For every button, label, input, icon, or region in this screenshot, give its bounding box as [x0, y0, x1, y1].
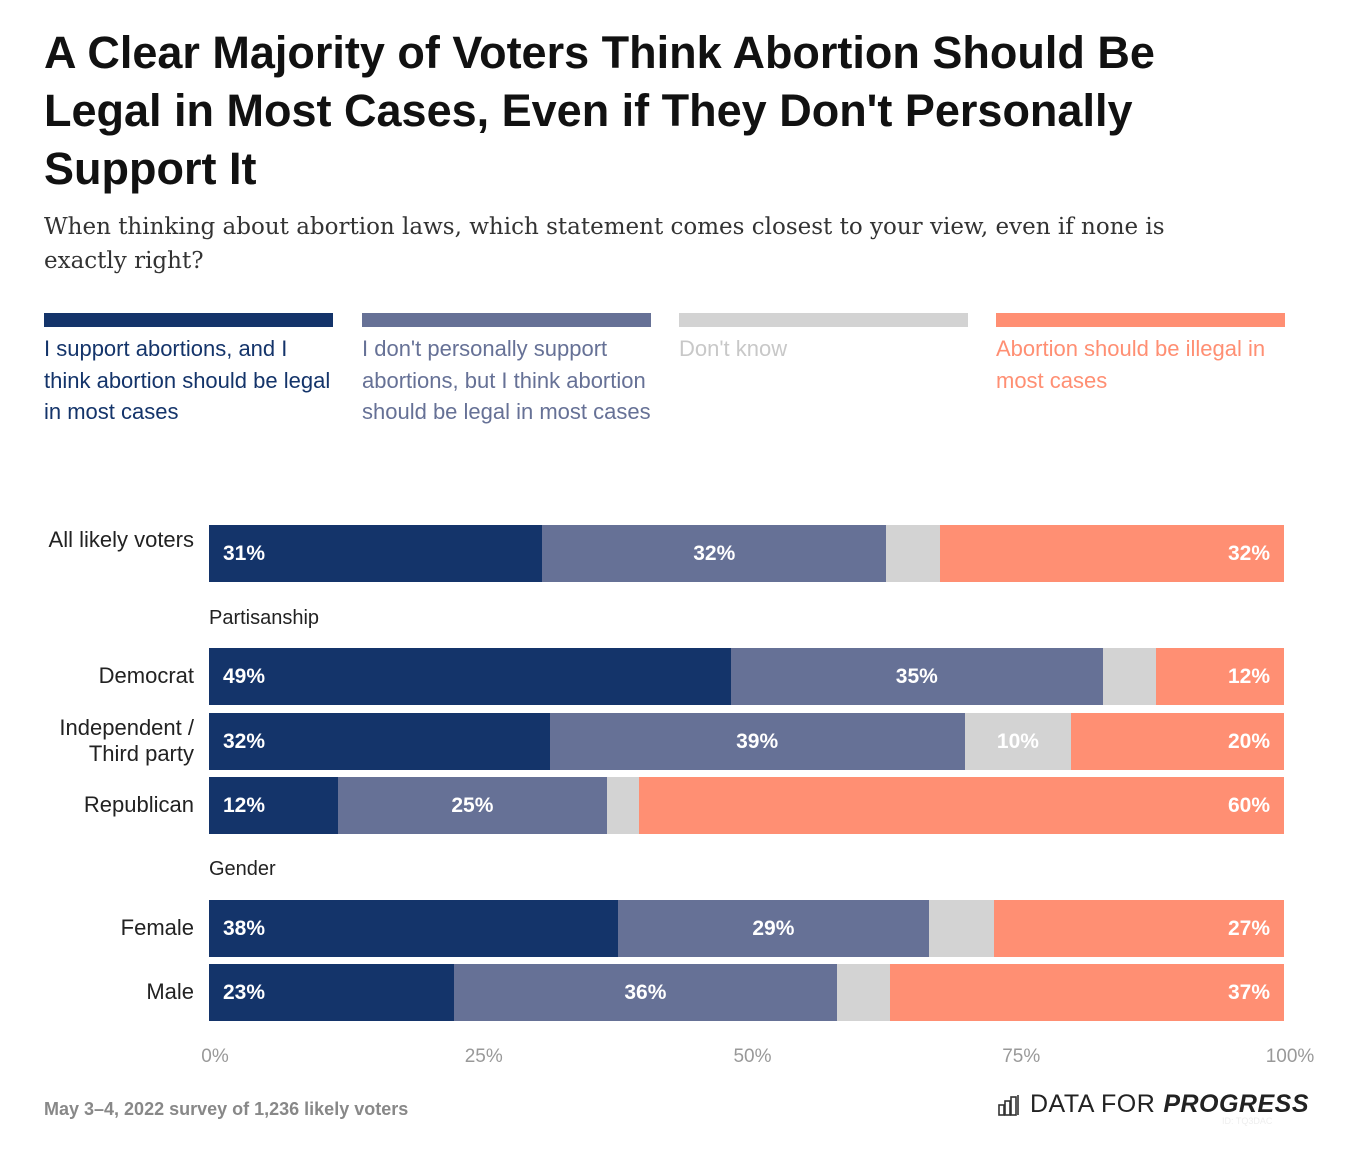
category-label: Independent / Third party: [59, 715, 194, 766]
category-label: Female: [120, 915, 194, 940]
bar-segment: [209, 900, 618, 957]
bar-segment: [209, 964, 454, 1021]
data-label: 35%: [895, 665, 938, 688]
logo: DATA FOR PROGRESS: [998, 1090, 1309, 1119]
bar-segment: [209, 648, 731, 705]
legend-label: Abortion should be illegal in most cases: [996, 336, 1266, 393]
watermark: ID: TQ3DAC: [1222, 1116, 1273, 1126]
legend-label: Don't know: [679, 336, 788, 361]
bar-segment: [338, 777, 607, 834]
bar-segment: [836, 964, 891, 1021]
bar-segment: [209, 713, 550, 770]
legend-swatch: [679, 313, 968, 327]
source-note: May 3–4, 2022 survey of 1,236 likely vot…: [44, 1099, 409, 1119]
legend-swatch: [44, 313, 333, 327]
legend-swatch: [996, 313, 1285, 327]
category-label: Democrat: [98, 663, 194, 688]
bar-segment: [1071, 713, 1284, 770]
x-tick-label: 100%: [1265, 1046, 1315, 1067]
data-label: 29%: [752, 917, 795, 940]
logo-text-bold: PROGRESS: [1163, 1090, 1310, 1118]
data-label: 12%: [223, 794, 266, 817]
data-label: 32%: [693, 542, 736, 565]
x-tick-label: 50%: [733, 1046, 772, 1067]
legend-item: Abortion should be illegal in most cases: [996, 313, 1285, 396]
data-label: 31%: [223, 542, 266, 565]
group-label: Partisanship: [209, 607, 320, 629]
group-label: Gender: [209, 858, 276, 880]
bar-segment: [209, 525, 543, 582]
bar-segment: [209, 777, 338, 834]
bar-chart-icon: [998, 1094, 1019, 1116]
legend-item: I support abortions, and I think abortio…: [44, 313, 333, 428]
bar-segment: [542, 525, 887, 582]
data-label: 27%: [1227, 917, 1270, 940]
data-label: 25%: [451, 794, 494, 817]
data-label: 39%: [736, 730, 779, 753]
bar-segment: [886, 525, 940, 582]
category-label: Republican: [83, 792, 194, 817]
bar-segment: [453, 964, 837, 1021]
bar-segment: [730, 648, 1104, 705]
data-label: 36%: [624, 981, 667, 1004]
bar-segment: [617, 900, 930, 957]
legend-item: I don't personally support abortions, bu…: [362, 313, 651, 428]
chart-title: A Clear Majority of Voters Think Abortio…: [44, 27, 1155, 194]
data-label: 38%: [223, 917, 266, 940]
x-tick-label: 25%: [464, 1046, 503, 1067]
legend-swatch: [362, 313, 651, 327]
data-label: 20%: [1227, 730, 1270, 753]
legend-label: I don't personally support abortions, bu…: [362, 336, 651, 424]
chart-subtitle: When thinking about abortion laws, which…: [44, 214, 1165, 274]
legend-item: Don't know: [679, 313, 968, 365]
data-label: 10%: [996, 730, 1039, 753]
data-label: 49%: [223, 665, 266, 688]
bar-segment: [929, 900, 994, 957]
x-tick-label: 0%: [201, 1046, 229, 1067]
bar-segment: [606, 777, 639, 834]
bar-segment: [940, 525, 1284, 582]
bar-segment: [993, 900, 1284, 957]
bar-segment: [1103, 648, 1157, 705]
bar-segment: [549, 713, 965, 770]
bar-segment: [964, 713, 1072, 770]
data-label: 60%: [1227, 794, 1270, 817]
category-label: Male: [146, 979, 194, 1004]
category-label: All likely voters: [48, 527, 194, 552]
bar-segment: [639, 777, 1284, 834]
data-label: 12%: [1227, 665, 1270, 688]
legend-label: I support abortions, and I think abortio…: [44, 336, 331, 424]
data-label: 23%: [223, 981, 266, 1004]
data-label: 32%: [1227, 542, 1270, 565]
data-label: 37%: [1227, 981, 1270, 1004]
data-label: 32%: [223, 730, 266, 753]
bar-segment: [1156, 648, 1284, 705]
logo-text-light: DATA FOR: [1030, 1090, 1156, 1118]
bar-segment: [890, 964, 1284, 1021]
x-tick-label: 75%: [1002, 1046, 1041, 1067]
